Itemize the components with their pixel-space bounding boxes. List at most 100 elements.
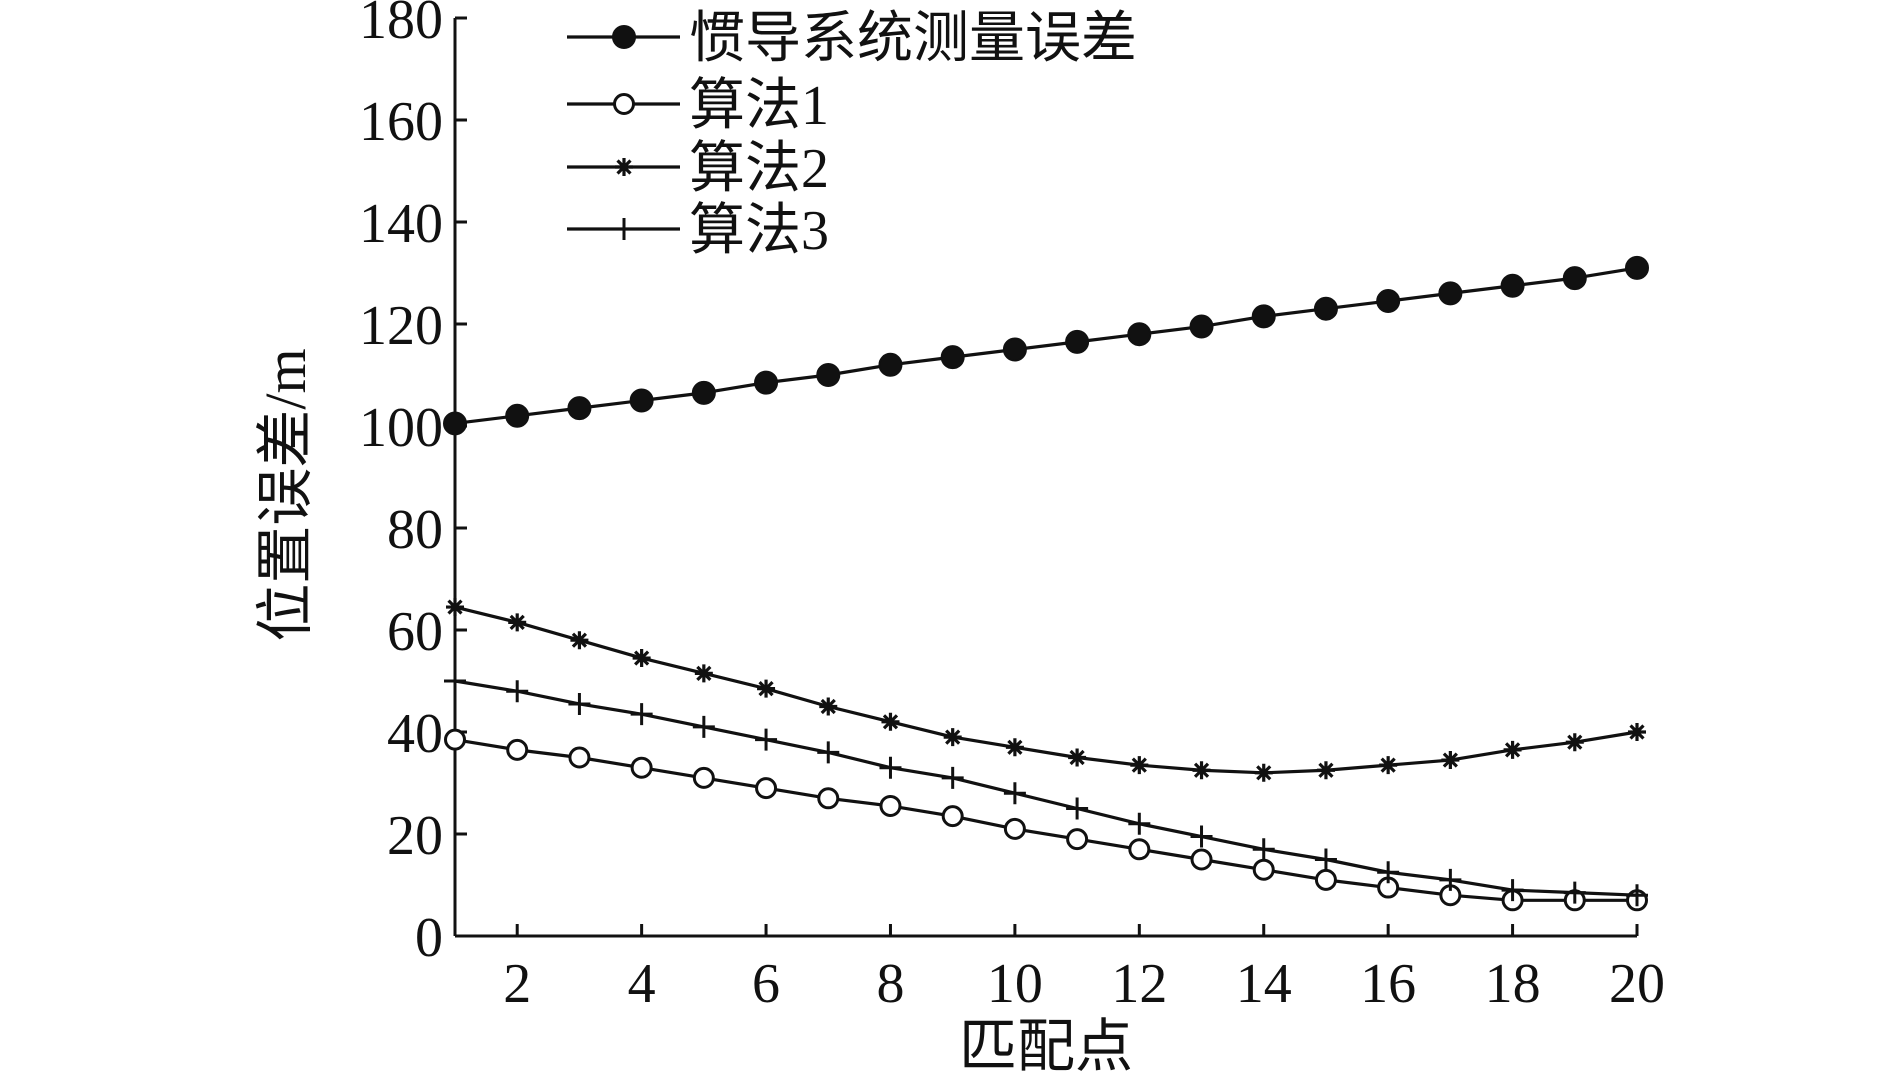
legend-item: 惯导系统测量误差 xyxy=(567,8,1137,70)
x-tick-label: 20 xyxy=(1609,953,1665,1015)
x-tick-label: 18 xyxy=(1485,953,1541,1015)
data-point xyxy=(1066,797,1089,820)
y-axis-label: 位置误差/m xyxy=(253,348,318,641)
data-point xyxy=(1314,848,1337,871)
data-point xyxy=(568,692,591,715)
data-point xyxy=(506,680,529,703)
x-tick-label: 16 xyxy=(1360,953,1416,1015)
data-point xyxy=(1002,337,1027,362)
data-point xyxy=(1252,858,1275,881)
data-point xyxy=(567,396,592,421)
data-point xyxy=(1128,838,1151,861)
series-line xyxy=(454,605,1638,775)
x-tick-label: 12 xyxy=(1111,953,1167,1015)
series-4 xyxy=(444,670,1648,907)
data-point xyxy=(1628,723,1646,741)
data-point xyxy=(879,794,902,817)
data-point xyxy=(755,777,778,800)
data-point xyxy=(757,679,776,698)
data-point xyxy=(1005,738,1024,757)
data-point xyxy=(755,728,778,751)
data-point xyxy=(691,380,716,405)
y-tick-label: 20 xyxy=(387,805,443,867)
series-layer xyxy=(443,255,1649,912)
data-point xyxy=(941,766,964,789)
data-point xyxy=(817,741,840,764)
y-tick-label: 40 xyxy=(387,703,443,765)
data-point xyxy=(694,664,713,683)
legend-label: 算法2 xyxy=(689,138,829,200)
data-point xyxy=(1127,322,1152,347)
data-point xyxy=(1563,881,1586,904)
y-tick-label: 160 xyxy=(359,91,443,153)
data-point xyxy=(819,697,838,716)
data-point xyxy=(1190,848,1213,871)
legend-item: 算法3 xyxy=(567,200,829,262)
data-point xyxy=(1439,868,1462,891)
legend-item: 算法1 xyxy=(567,75,829,137)
data-point xyxy=(505,403,530,428)
data-point xyxy=(943,728,962,747)
legend-label: 惯导系统测量误差 xyxy=(689,8,1137,70)
data-point xyxy=(1003,782,1026,805)
x-tick-label: 4 xyxy=(628,953,656,1015)
legend-marker xyxy=(613,218,635,240)
data-point xyxy=(1003,817,1026,840)
data-point xyxy=(1441,751,1460,770)
data-point xyxy=(1376,289,1401,314)
data-point xyxy=(508,613,527,632)
data-point xyxy=(754,370,779,395)
legend-label: 算法1 xyxy=(689,75,829,137)
data-point xyxy=(1252,838,1275,861)
data-point xyxy=(878,352,903,377)
data-point xyxy=(632,649,651,668)
legend-item: 算法2 xyxy=(567,138,829,200)
data-point xyxy=(692,766,715,789)
data-point xyxy=(1251,304,1276,329)
y-tick-label: 120 xyxy=(359,295,443,357)
data-point xyxy=(570,631,589,650)
x-tick-label: 10 xyxy=(987,953,1043,1015)
data-point xyxy=(1068,748,1087,767)
x-tick-label: 8 xyxy=(876,953,904,1015)
data-point xyxy=(630,756,653,779)
series-3 xyxy=(446,598,1646,782)
data-point xyxy=(1192,761,1211,780)
y-tick-label: 80 xyxy=(387,499,443,561)
legend-marker xyxy=(615,158,633,176)
data-point xyxy=(1316,761,1335,780)
data-point xyxy=(1189,314,1214,339)
y-tick-label: 0 xyxy=(415,907,443,969)
data-point xyxy=(1066,828,1089,851)
axis-ticks: 0 20 40 60 80 100 120 140 160 180 2 4 6 8 10 12 14 16 18 20 xyxy=(359,0,1665,1015)
data-point xyxy=(1254,763,1273,782)
data-point xyxy=(1500,273,1525,298)
y-tick-label: 180 xyxy=(359,0,443,51)
data-point xyxy=(444,728,466,751)
legend-marker xyxy=(613,93,635,115)
data-point xyxy=(1065,329,1090,354)
data-point xyxy=(506,738,529,761)
data-point xyxy=(568,746,591,769)
data-point xyxy=(630,703,653,726)
data-point xyxy=(1503,740,1522,759)
data-point xyxy=(1438,281,1463,306)
data-point xyxy=(1190,825,1213,848)
data-point xyxy=(1314,868,1337,891)
data-point xyxy=(941,805,964,828)
x-axis-label: 匹配点 xyxy=(959,1014,1133,1079)
data-point xyxy=(879,756,902,779)
data-point xyxy=(1379,756,1398,775)
data-point xyxy=(1562,266,1587,291)
legend-label: 算法3 xyxy=(689,200,829,262)
data-point xyxy=(443,411,467,436)
y-tick-label: 60 xyxy=(387,601,443,663)
data-point xyxy=(1377,861,1400,884)
x-tick-label: 2 xyxy=(503,953,531,1015)
data-point xyxy=(444,670,466,692)
y-tick-label: 100 xyxy=(359,397,443,459)
data-point xyxy=(1626,884,1648,907)
y-tick-label: 140 xyxy=(359,193,443,255)
